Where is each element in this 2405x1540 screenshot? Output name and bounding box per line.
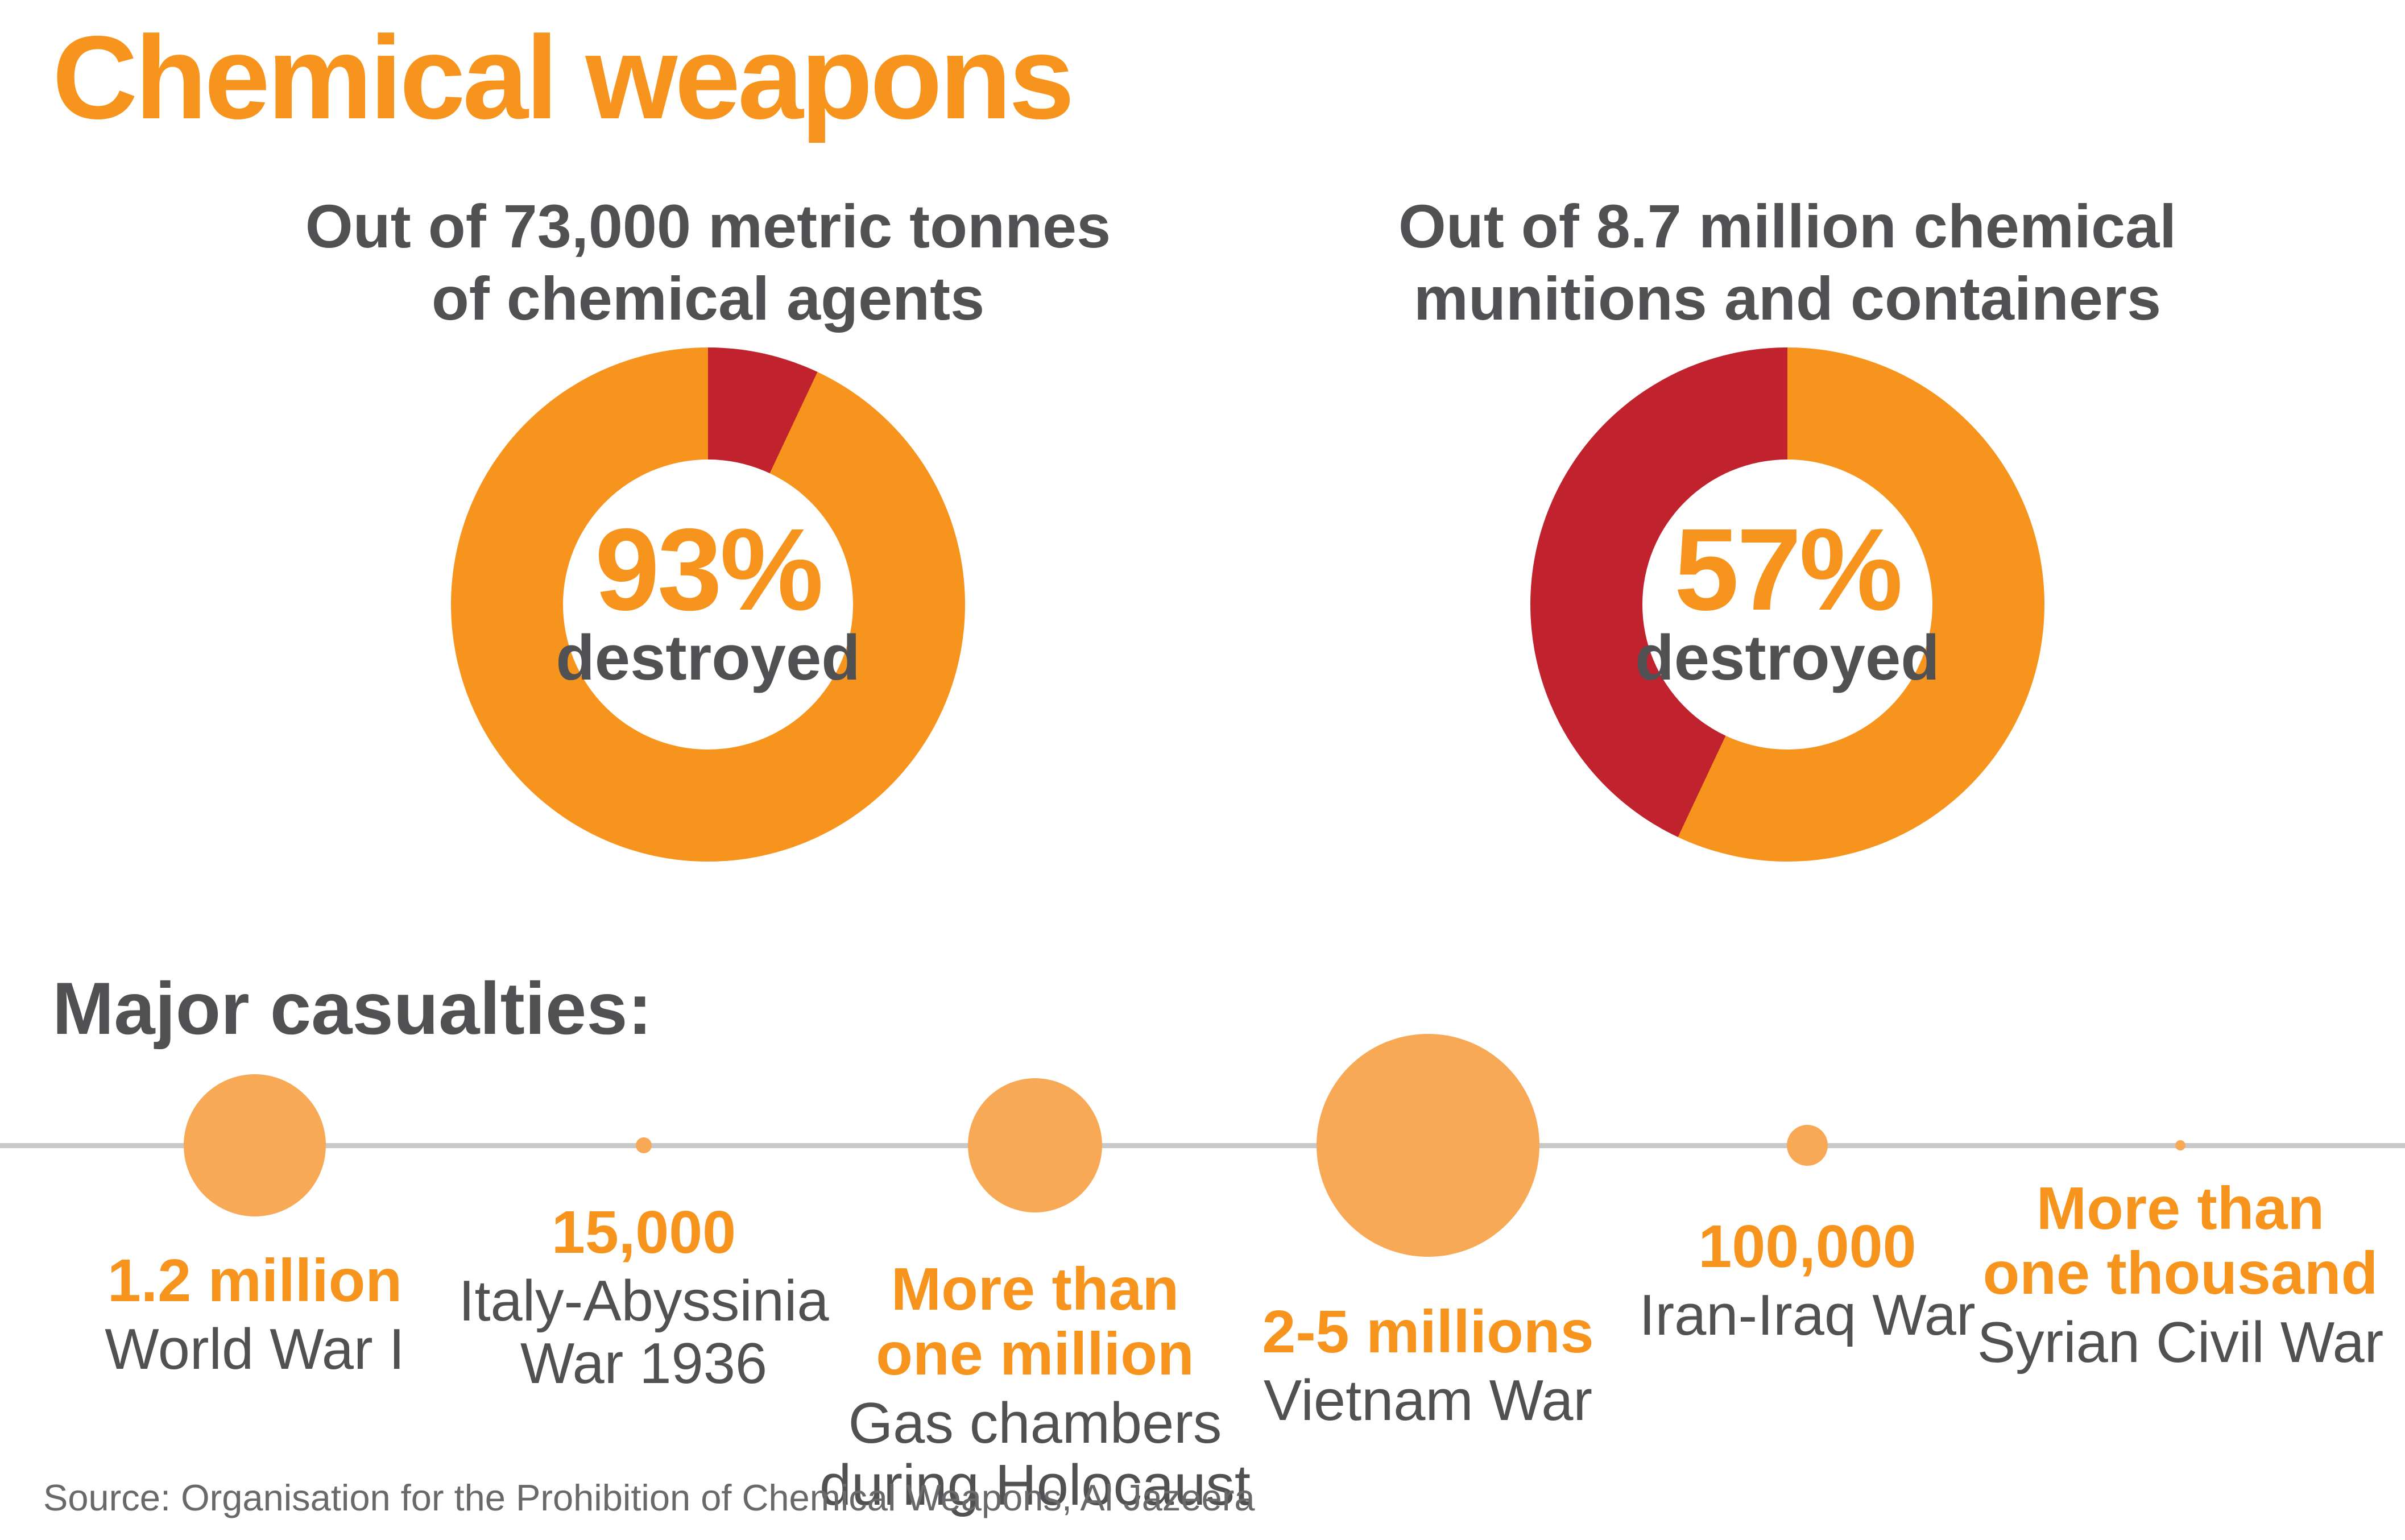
casualty-name-line: War 1936 bbox=[520, 1331, 768, 1396]
timeline-axis bbox=[0, 1143, 2405, 1148]
casualty-name-line: World War I bbox=[105, 1318, 405, 1382]
casualty-value-line: More than bbox=[2036, 1175, 2325, 1242]
donut-chart-agents-center: 93% destroyed bbox=[556, 459, 860, 750]
casualty-label: More than one thousand Syrian Civil War bbox=[1947, 1176, 2405, 1374]
casualty-value-line: one million bbox=[876, 1320, 1194, 1388]
source-credit: Source: Organisation for the Prohibition… bbox=[43, 1477, 1255, 1518]
donut-right-heading-line2: munitions and containers bbox=[1413, 264, 2162, 333]
casualty-name-line: Gas chambers bbox=[848, 1391, 1222, 1455]
casualty-value-line: 1.2 million bbox=[107, 1247, 403, 1314]
casualty-value-line: one thousand bbox=[1982, 1240, 2378, 1307]
casualty-name-line: Iran-Iraq War bbox=[1639, 1284, 1976, 1348]
casualty-name: Gas chambers during Holocaust bbox=[802, 1391, 1268, 1518]
casualty-bubble bbox=[184, 1074, 326, 1216]
donut-chart-munitions: 57% destroyed bbox=[1530, 347, 2044, 862]
casualty-label: More than one million Gas chambers during H… bbox=[802, 1257, 1268, 1517]
casualty-name-line: during Holocaust bbox=[819, 1454, 1251, 1518]
casualty-name: Syrian Civil War bbox=[1947, 1310, 2405, 1375]
casualty-label: 1.2 million World War I bbox=[22, 1248, 488, 1381]
casualty-label: 100,000 Iran-Iraq War bbox=[1574, 1214, 2040, 1347]
casualty-bubble bbox=[1787, 1125, 1828, 1166]
donut-percent-caption: destroyed bbox=[556, 622, 860, 693]
casualty-name-line: Vietnam War bbox=[1263, 1369, 1593, 1433]
casualty-value-line: More than bbox=[891, 1256, 1179, 1323]
casualty-name: Italy-Abyssinia War 1936 bbox=[411, 1270, 877, 1394]
casualty-value-line: 15,000 bbox=[551, 1199, 736, 1266]
donut-left-heading-line1: Out of 73,000 metric tonnes bbox=[305, 192, 1111, 260]
donut-right-heading-line1: Out of 8.7 million chemical bbox=[1398, 192, 2177, 260]
casualty-name: Iran-Iraq War bbox=[1574, 1285, 2040, 1347]
casualty-value-line: 100,000 bbox=[1698, 1213, 1916, 1280]
donut-chart-agents: 93% destroyed bbox=[451, 347, 965, 862]
casualty-name: Vietnam War bbox=[1195, 1370, 1661, 1432]
page-title: Chemical weapons bbox=[52, 12, 1075, 144]
casualty-name: World War I bbox=[22, 1319, 488, 1381]
casualty-label: 15,000 Italy-Abyssinia War 1936 bbox=[411, 1200, 877, 1395]
donut-left-heading-line2: of chemical agents bbox=[431, 264, 985, 333]
casualty-value-line: 2-5 millions bbox=[1262, 1298, 1594, 1365]
donut-left-heading: Out of 73,000 metric tonnes of chemical … bbox=[139, 190, 1277, 335]
casualty-label: 2-5 millions Vietnam War bbox=[1195, 1299, 1661, 1433]
donut-percent-value: 57% bbox=[1674, 504, 1903, 635]
casualty-bubble bbox=[968, 1078, 1102, 1212]
casualty-name-line: Syrian Civil War bbox=[1977, 1310, 2384, 1375]
donut-percent-caption: destroyed bbox=[1635, 622, 1940, 693]
casualty-name-line: Italy-Abyssinia bbox=[458, 1269, 829, 1334]
donut-right-heading: Out of 8.7 million chemical munitions an… bbox=[1219, 190, 2356, 335]
donut-percent-value: 93% bbox=[594, 504, 823, 635]
casualty-bubble bbox=[1317, 1034, 1539, 1257]
donut-chart-munitions-center: 57% destroyed bbox=[1635, 459, 1940, 750]
casualties-heading: Major casualties: bbox=[52, 967, 652, 1050]
casualty-bubble bbox=[636, 1137, 652, 1153]
casualty-bubble bbox=[2175, 1140, 2185, 1150]
